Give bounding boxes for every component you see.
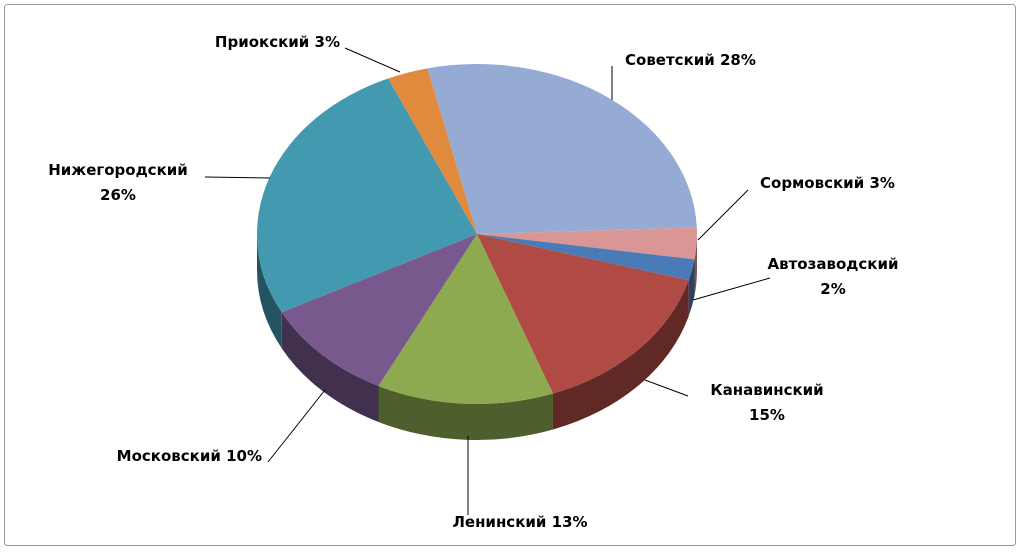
category-name: Советский — [625, 51, 715, 69]
value-label: 13% — [552, 513, 588, 531]
data-label: Советский 28% — [625, 51, 756, 69]
slice — [256, 78, 477, 313]
slice-side — [694, 234, 697, 296]
value-label: 28% — [720, 51, 756, 69]
category-name: Сормовский — [760, 174, 864, 192]
leader-line — [692, 277, 771, 301]
value-label: 3% — [315, 33, 340, 51]
slice-side — [688, 259, 695, 317]
slice-side — [378, 386, 553, 441]
category-name: Нижегородский — [48, 161, 188, 179]
slice-side — [552, 280, 689, 430]
category-name: Московский — [117, 447, 221, 465]
category-name: Канавинский — [710, 381, 823, 399]
data-label: Сормовский 3% — [760, 174, 895, 192]
category-name: Автозаводский — [768, 255, 899, 273]
slice — [427, 64, 697, 235]
slice-side — [281, 312, 379, 423]
value-label: 2% — [820, 280, 845, 298]
slice — [281, 234, 477, 387]
leader-line — [344, 47, 401, 73]
slice — [477, 234, 695, 281]
leader-line — [204, 176, 271, 179]
data-label: Нижегородский 26% — [48, 161, 188, 204]
leader-line — [267, 389, 326, 463]
category-name: Ленинский — [452, 513, 546, 531]
data-label: Канавинский 15% — [710, 381, 823, 424]
value-label: 26% — [100, 186, 136, 204]
value-label: 10% — [226, 447, 262, 465]
value-label: 15% — [749, 406, 785, 424]
leader-line — [697, 189, 749, 241]
data-label: Автозаводский 2% — [768, 255, 899, 298]
value-label: 3% — [869, 174, 894, 192]
slice — [477, 227, 697, 260]
data-label: Ленинский 13% — [452, 513, 587, 531]
category-name: Приокский — [215, 33, 309, 51]
slice — [388, 68, 477, 234]
data-label: Московский 10% — [117, 447, 262, 465]
data-label: Приокский 3% — [215, 33, 340, 51]
slice — [477, 234, 689, 394]
slice — [378, 234, 553, 404]
slice-side — [257, 234, 282, 349]
leader-line — [644, 379, 689, 397]
